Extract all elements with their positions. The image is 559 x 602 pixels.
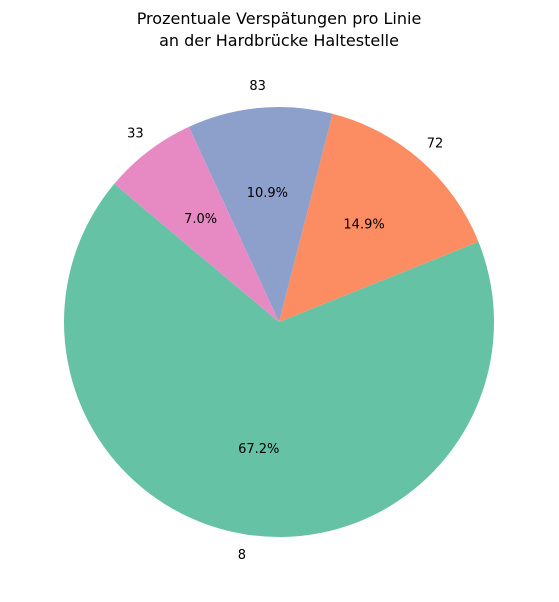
- pie-slices: [64, 107, 494, 537]
- chart-title-line-1: Prozentuale Verspätungen pro Linie: [137, 9, 422, 28]
- pie-slice-83: [188, 107, 333, 323]
- chart-title-line-2: an der Hardbrücke Haltestelle: [159, 31, 399, 50]
- slice-percentage-label: 67.2%: [238, 442, 279, 457]
- slice-category-label: 83: [249, 79, 266, 94]
- pie-slice-33: [114, 126, 279, 322]
- slice-category-label: 33: [127, 127, 144, 142]
- pie-slice-72: [279, 113, 479, 323]
- slice-percentage-label: 14.9%: [343, 218, 384, 233]
- slice-category-label: 8: [238, 548, 246, 563]
- pie-slice-8: [64, 183, 494, 537]
- slice-percentage-label: 7.0%: [184, 212, 217, 227]
- pie-labels: 8 67.2% 72 14.9% 83 10.9% 33 7.0%: [127, 79, 443, 563]
- slice-category-label: 72: [427, 137, 444, 152]
- slice-percentage-label: 10.9%: [247, 186, 288, 201]
